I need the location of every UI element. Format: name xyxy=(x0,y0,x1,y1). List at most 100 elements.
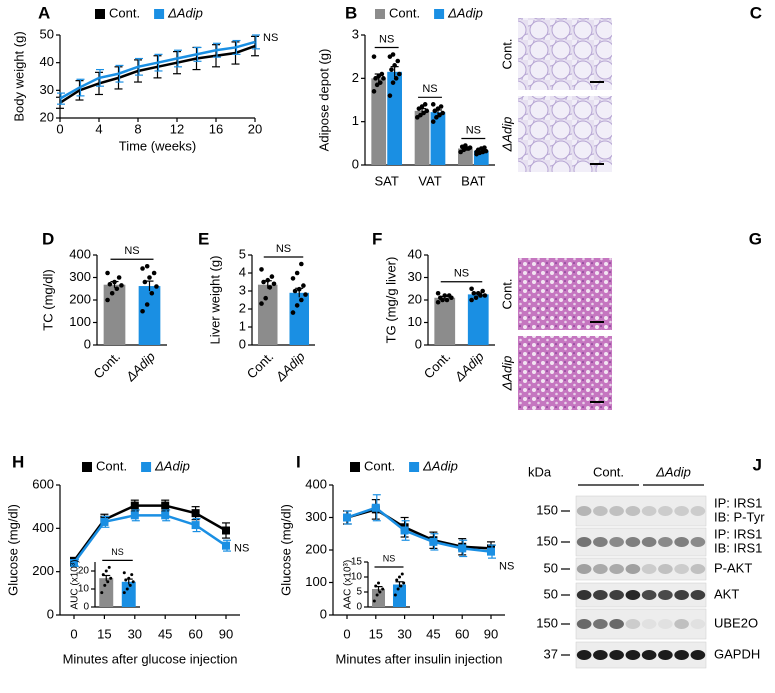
band xyxy=(576,590,592,600)
band xyxy=(674,619,689,629)
y-axis-label: Body weight (g) xyxy=(11,31,26,121)
bar xyxy=(257,284,278,345)
micrograph xyxy=(518,258,612,330)
marker xyxy=(191,521,200,530)
x-tick-label: 16 xyxy=(209,121,223,136)
x-tick-label: Cont. xyxy=(90,349,123,382)
data-point xyxy=(442,293,448,298)
row-label: UBE2O xyxy=(714,615,758,630)
bar xyxy=(121,581,136,607)
y-tick-label: 200 xyxy=(305,541,327,556)
data-point xyxy=(374,584,378,588)
data-point xyxy=(395,578,399,582)
legend-swatch xyxy=(375,9,385,19)
annotation: NS xyxy=(111,547,124,557)
data-point xyxy=(149,290,155,296)
band xyxy=(690,537,706,547)
legend-label: Cont. xyxy=(109,5,140,20)
data-point xyxy=(396,587,400,591)
series-line xyxy=(72,504,227,562)
x-tick-label: 4 xyxy=(95,121,102,136)
band xyxy=(658,590,673,600)
band xyxy=(674,650,689,660)
annotation: NS xyxy=(234,542,249,554)
data-point xyxy=(482,293,488,298)
data-point xyxy=(482,145,487,150)
band xyxy=(690,506,706,516)
marker xyxy=(343,513,351,522)
bar xyxy=(434,297,456,345)
x-tick-label: 60 xyxy=(188,626,202,641)
data-point xyxy=(125,587,129,591)
data-point xyxy=(381,587,385,591)
data-point xyxy=(446,293,452,298)
x-tick-label: 15 xyxy=(369,626,383,641)
legend-label: ΔAdip xyxy=(447,5,483,20)
annotation: NS xyxy=(263,32,278,44)
band xyxy=(593,564,608,574)
x-tick-label: Cont. xyxy=(421,349,454,382)
y-axis-label: Glucose (mg/dl) xyxy=(278,504,293,596)
panel-letter: B xyxy=(345,3,357,22)
data-point xyxy=(290,276,296,281)
x-tick-label: 30 xyxy=(128,626,142,641)
band xyxy=(690,590,706,600)
band xyxy=(658,537,673,547)
marker xyxy=(222,526,230,535)
data-point xyxy=(154,284,159,289)
marker-label: 37 xyxy=(544,646,558,661)
data-point xyxy=(444,297,450,303)
panel-letter: F xyxy=(372,229,382,248)
band xyxy=(593,650,608,660)
band xyxy=(625,506,641,516)
data-point xyxy=(473,295,479,301)
panel-letter: H xyxy=(12,452,24,471)
data-point xyxy=(375,593,379,597)
y-tick-label: 600 xyxy=(32,476,54,491)
band xyxy=(609,506,624,516)
data-point xyxy=(127,576,131,580)
band xyxy=(674,537,689,547)
series-line xyxy=(72,514,227,564)
data-point xyxy=(124,578,128,582)
data-point xyxy=(440,110,445,116)
x-tick-label: 90 xyxy=(219,626,233,641)
series-line xyxy=(59,40,256,100)
data-point xyxy=(105,297,110,303)
bar xyxy=(430,112,446,165)
y-tick-label: 5 xyxy=(239,246,246,261)
data-point xyxy=(303,292,308,297)
x-tick-label: VAT xyxy=(418,173,441,188)
data-point xyxy=(435,299,441,305)
data-point xyxy=(140,308,145,314)
image-label: ΔAdip xyxy=(499,356,514,392)
data-point xyxy=(294,303,300,308)
y-tick-label: 0 xyxy=(47,606,54,621)
data-point xyxy=(390,52,396,57)
band xyxy=(674,590,689,600)
data-point xyxy=(131,580,135,584)
panel-letter: E xyxy=(198,229,209,248)
x-tick-label: SAT xyxy=(375,173,399,188)
band xyxy=(674,564,689,574)
data-point xyxy=(480,288,485,294)
marker xyxy=(161,501,170,510)
data-point xyxy=(438,104,444,109)
data-point xyxy=(430,119,436,124)
y-tick-label: 400 xyxy=(32,520,54,535)
y-tick-label: 4 xyxy=(239,264,246,279)
y-axis-label: Liver weight (g) xyxy=(207,256,222,345)
data-point xyxy=(371,54,377,59)
bar xyxy=(467,294,489,345)
band xyxy=(625,619,641,629)
y-tick-label: 400 xyxy=(69,246,91,261)
data-point xyxy=(390,80,396,85)
data-point xyxy=(259,267,264,272)
marker xyxy=(161,511,170,520)
band xyxy=(593,506,608,516)
legend-label: Cont. xyxy=(96,458,127,473)
y-tick-label: 40 xyxy=(408,246,422,261)
bar xyxy=(99,578,114,607)
y-tick-label: 15 xyxy=(351,557,363,568)
y-tick-label: 10 xyxy=(78,584,90,595)
